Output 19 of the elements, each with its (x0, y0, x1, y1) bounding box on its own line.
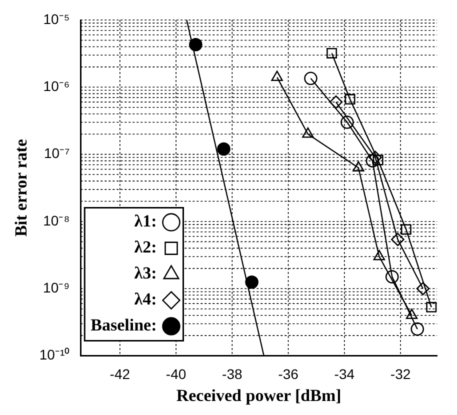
legend-label: λ2: (134, 238, 157, 257)
y-tick-label: 10⁻⁶ (43, 78, 70, 94)
x-tick-label: -38 (222, 366, 242, 382)
x-tick-label: -32 (390, 366, 411, 382)
legend-label: λ3: (134, 264, 157, 283)
legend-label: λ1: (134, 212, 157, 231)
legend-label: λ4: (134, 290, 157, 309)
x-axis-title: Received power [dBm] (176, 386, 342, 406)
x-tick-label: -36 (278, 366, 299, 382)
x-tick-label: -42 (110, 366, 130, 382)
y-tick-label: 10⁻¹⁰ (39, 346, 70, 363)
y-tick-label: 10⁻⁵ (43, 10, 70, 27)
legend-label: Baseline: (90, 316, 157, 335)
y-tick-label: 10⁻⁹ (43, 280, 70, 296)
y-axis-title: Bit error rate (12, 138, 31, 237)
x-tick-label: -40 (166, 366, 186, 382)
x-tick-label: -34 (334, 366, 355, 382)
y-tick-label: 10⁻⁸ (43, 212, 70, 228)
y-tick-label: 10⁻⁷ (44, 145, 70, 162)
